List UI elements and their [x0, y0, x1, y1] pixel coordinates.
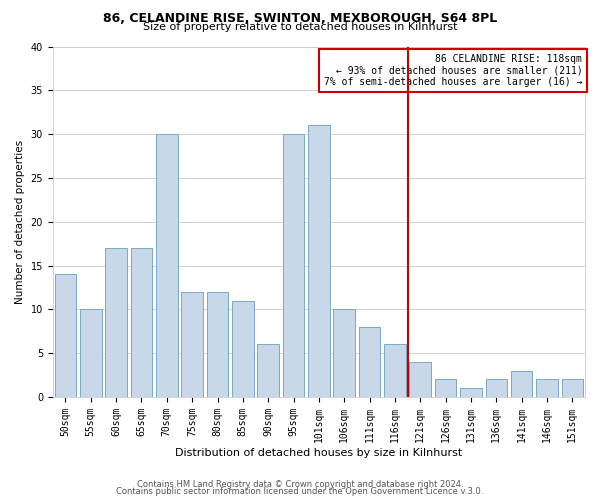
- X-axis label: Distribution of detached houses by size in Kilnhurst: Distribution of detached houses by size …: [175, 448, 463, 458]
- Text: 86, CELANDINE RISE, SWINTON, MEXBOROUGH, S64 8PL: 86, CELANDINE RISE, SWINTON, MEXBOROUGH,…: [103, 12, 497, 26]
- Bar: [257, 344, 279, 397]
- Bar: [232, 300, 254, 397]
- Bar: [409, 362, 431, 397]
- Bar: [80, 310, 101, 397]
- Bar: [181, 292, 203, 397]
- Bar: [460, 388, 482, 397]
- Bar: [435, 380, 457, 397]
- Text: Size of property relative to detached houses in Kilnhurst: Size of property relative to detached ho…: [143, 22, 457, 32]
- Bar: [207, 292, 228, 397]
- Bar: [359, 327, 380, 397]
- Bar: [511, 370, 532, 397]
- Text: Contains public sector information licensed under the Open Government Licence v.: Contains public sector information licen…: [116, 487, 484, 496]
- Text: 86 CELANDINE RISE: 118sqm
← 93% of detached houses are smaller (211)
7% of semi-: 86 CELANDINE RISE: 118sqm ← 93% of detac…: [324, 54, 583, 86]
- Bar: [536, 380, 558, 397]
- Bar: [55, 274, 76, 397]
- Bar: [106, 248, 127, 397]
- Bar: [308, 126, 329, 397]
- Bar: [156, 134, 178, 397]
- Bar: [485, 380, 507, 397]
- Bar: [283, 134, 304, 397]
- Bar: [131, 248, 152, 397]
- Bar: [562, 380, 583, 397]
- Y-axis label: Number of detached properties: Number of detached properties: [15, 140, 25, 304]
- Bar: [384, 344, 406, 397]
- Bar: [334, 310, 355, 397]
- Text: Contains HM Land Registry data © Crown copyright and database right 2024.: Contains HM Land Registry data © Crown c…: [137, 480, 463, 489]
